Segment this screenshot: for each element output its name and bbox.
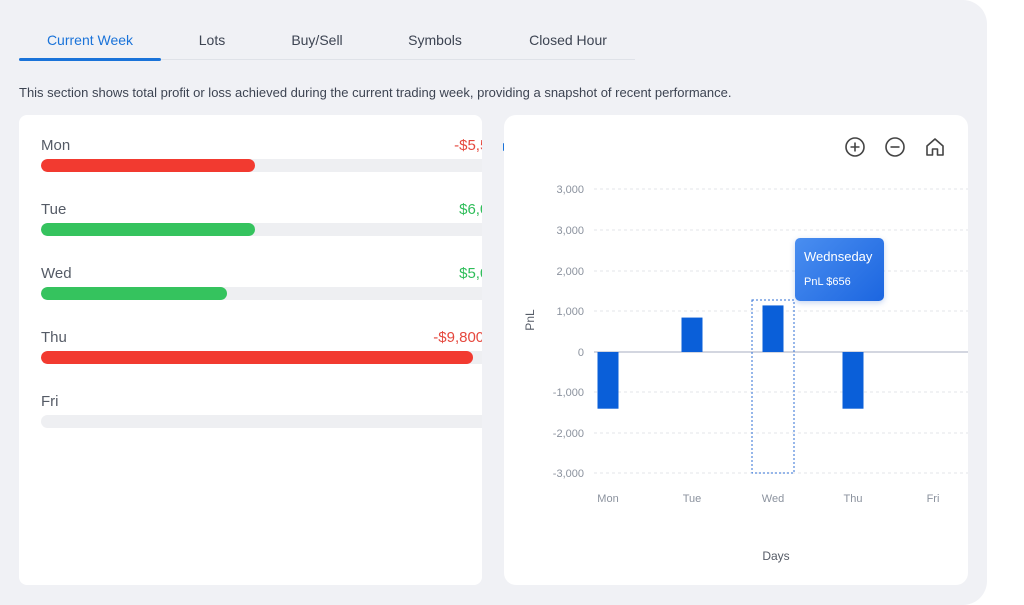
y-tick-label: 0	[578, 347, 584, 359]
tab-symbols[interactable]: Symbols	[408, 32, 462, 48]
y-tick-label: -1,000	[553, 387, 584, 399]
tab-bar: Current Week Lots Buy/Sell Symbols Close…	[19, 22, 635, 61]
list-item: Tue $6,000	[41, 179, 482, 236]
home-icon[interactable]	[923, 135, 947, 159]
chart-bar	[597, 352, 619, 409]
y-axis-title: PnL	[523, 309, 537, 331]
day-value: -$5,500	[454, 137, 482, 154]
x-tick-label: Thu	[844, 493, 863, 505]
daily-pnl-list: Mon -$5,500 Tue $6,000 Wed $5,000 Thu -$…	[19, 115, 482, 585]
zoom-out-icon[interactable]	[883, 135, 907, 159]
tab-lots[interactable]: Lots	[198, 32, 226, 48]
panel-background: Current Week Lots Buy/Sell Symbols Close…	[0, 0, 987, 605]
x-tick-label: Tue	[683, 493, 702, 505]
progress-fill	[41, 287, 228, 300]
day-value: $5,000	[459, 265, 482, 282]
tooltip-value: PnL $656	[804, 276, 851, 288]
day-value: -$9,800.28	[433, 329, 482, 346]
x-tick-label: Wed	[762, 493, 784, 505]
progress-track	[41, 287, 482, 300]
progress-track	[41, 415, 482, 428]
tab-closed-hour[interactable]: Closed Hour	[529, 32, 607, 48]
day-value: $6,000	[459, 201, 482, 218]
day-name: Mon	[41, 137, 71, 154]
progress-fill	[41, 351, 474, 364]
chart-card: 3,000 3,000 2,000 1,000 0 -1,000 -2,000 -3,000 M…	[504, 115, 968, 585]
progress-track	[41, 223, 482, 236]
chart-bar	[681, 317, 703, 352]
progress-fill	[41, 159, 255, 172]
day-name: Fri	[41, 393, 59, 410]
day-name: Tue	[41, 201, 67, 218]
list-item: Wed $5,000	[41, 243, 482, 300]
day-name: Thu	[41, 329, 67, 346]
x-axis-title: Days	[762, 549, 789, 563]
y-tick-label: 2,000	[556, 266, 584, 278]
progress-track	[41, 159, 482, 172]
x-tick-label: Mon	[597, 493, 618, 505]
y-tick-label: 3,000	[556, 225, 584, 237]
list-item: Thu -$9,800.28	[41, 307, 482, 364]
tab-buy-sell[interactable]: Buy/Sell	[291, 32, 343, 48]
progress-fill	[41, 223, 255, 236]
y-tick-label: -2,000	[553, 428, 584, 440]
list-item: Mon -$5,500	[41, 115, 482, 172]
y-tick-label: 3,000	[556, 184, 584, 196]
progress-track	[41, 351, 482, 364]
chart-bar	[762, 305, 784, 352]
zoom-in-icon[interactable]	[843, 135, 867, 159]
y-tick-label: -3,000	[553, 468, 584, 480]
chart-bar	[842, 352, 864, 409]
list-item: Fri	[41, 371, 482, 428]
highlight-box	[751, 299, 795, 474]
tab-current-week[interactable]: Current Week	[19, 22, 161, 61]
y-tick-label: 1,000	[556, 306, 584, 318]
day-name: Wed	[41, 265, 72, 282]
section-description: This section shows total profit or loss …	[19, 85, 732, 100]
x-tick-label: Fri	[927, 493, 940, 505]
tooltip-title: Wednseday	[804, 249, 873, 264]
pnl-bar-chart: 3,000 3,000 2,000 1,000 0 -1,000 -2,000 -3,000 M…	[523, 184, 968, 563]
chart-tooltip: Wednseday PnL $656	[795, 238, 884, 301]
